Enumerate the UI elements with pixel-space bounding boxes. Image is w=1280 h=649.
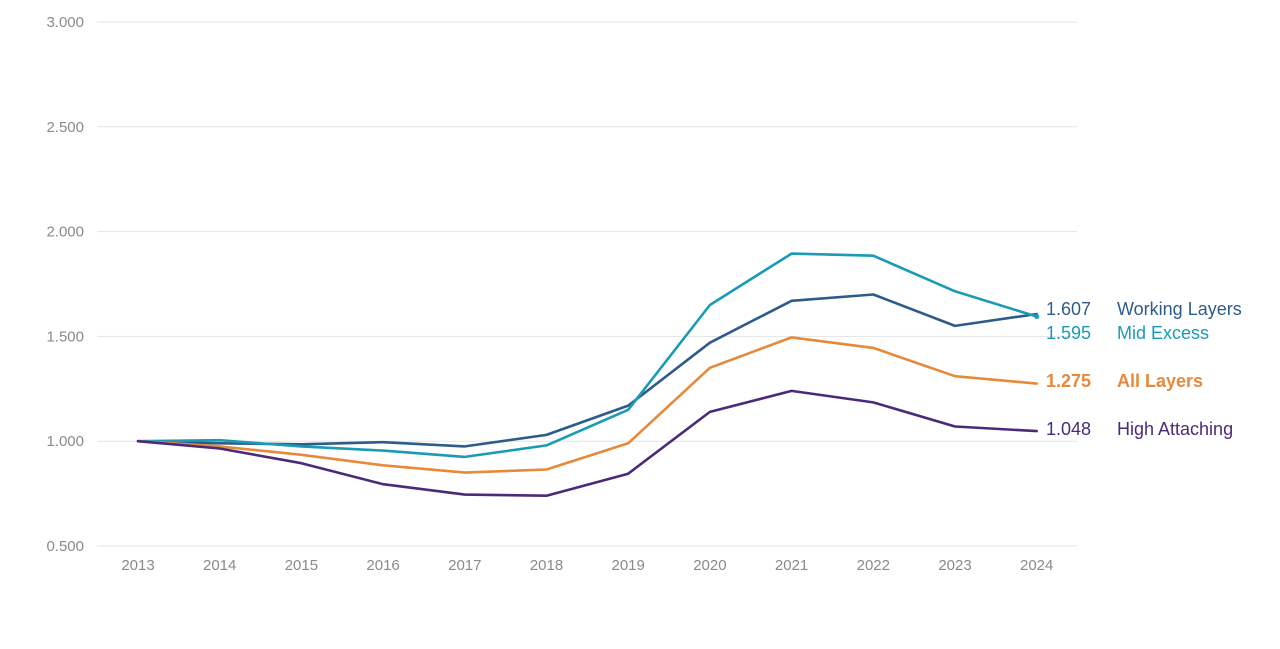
- y-axis-ticks: 0.500 1.000 1.500 2.000 2.500 3.000: [46, 14, 84, 555]
- end-value-label: 1.275: [1046, 371, 1091, 391]
- x-axis-ticks: 2013 2014 2015 2016 2017 2018 2019 2020 2021 2022…: [121, 557, 1053, 574]
- end-point-marker: [1034, 313, 1040, 319]
- y-tick-label: 0.500: [46, 538, 84, 555]
- series-line-all-layers: [136, 336, 1038, 474]
- x-tick-label: 2020: [693, 557, 726, 574]
- end-value-label: 1.048: [1046, 419, 1091, 439]
- series-line-high-attaching: [136, 389, 1038, 498]
- series-name-label: All Layers: [1117, 371, 1203, 391]
- x-tick-label: 2022: [857, 557, 890, 574]
- x-tick-label: 2018: [530, 557, 563, 574]
- y-tick-label: 2.500: [46, 119, 84, 136]
- series-name-label: Working Layers: [1117, 299, 1242, 319]
- x-tick-label: 2017: [448, 557, 481, 574]
- x-tick-label: 2023: [938, 557, 971, 574]
- x-tick-label: 2013: [121, 557, 154, 574]
- x-tick-label: 2021: [775, 557, 808, 574]
- x-tick-label: 2019: [612, 557, 645, 574]
- x-tick-label: 2014: [203, 557, 236, 574]
- y-tick-label: 3.000: [46, 14, 84, 31]
- x-tick-label: 2015: [285, 557, 318, 574]
- end-value-label: 1.595: [1046, 323, 1091, 343]
- y-tick-label: 1.000: [46, 433, 84, 450]
- series-name-label: Mid Excess: [1117, 323, 1209, 343]
- end-labels: 1.607 Working Layers 1.595 Mid Excess 1.275 A…: [1046, 299, 1242, 439]
- series-name-label: High Attaching: [1117, 419, 1233, 439]
- series-line-mid-excess: [136, 252, 1038, 459]
- x-tick-label: 2016: [366, 557, 399, 574]
- x-tick-label: 2024: [1020, 557, 1053, 574]
- end-value-label: 1.607: [1046, 299, 1091, 319]
- series-lines: [136, 252, 1040, 498]
- y-tick-label: 2.000: [46, 224, 84, 241]
- y-tick-label: 1.500: [46, 328, 84, 345]
- series-line-working-layers: [136, 293, 1038, 448]
- gridlines: [97, 21, 1077, 547]
